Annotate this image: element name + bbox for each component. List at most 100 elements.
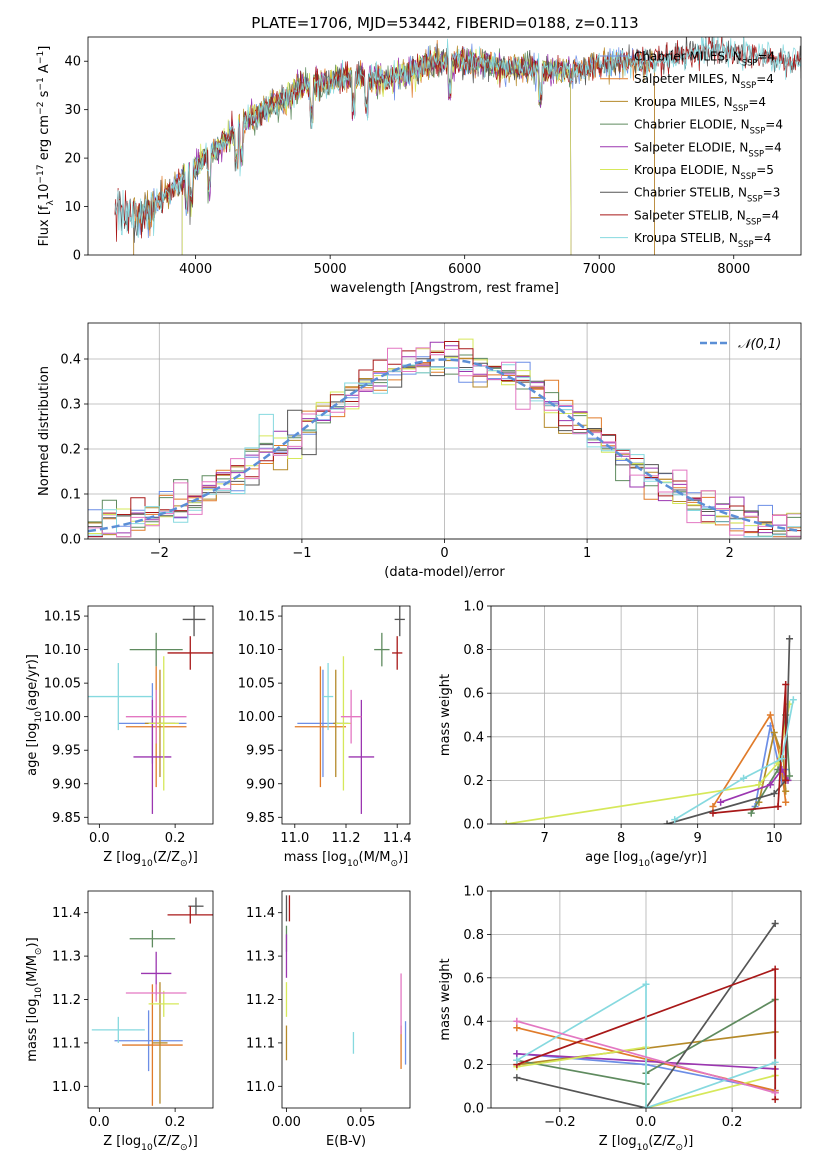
x-tick-label: 7	[540, 831, 548, 846]
weight-marker	[671, 816, 679, 824]
legend-value: =4	[748, 95, 766, 109]
data-point	[294, 666, 346, 788]
panel-residuals: −2 −1 0 1 2 0.0 0.1 0.2 0.3 0.4 (data-model)/error…	[37, 322, 802, 580]
axes-frame	[281, 605, 411, 825]
weight-marker	[771, 1089, 779, 1097]
weight-marker	[771, 920, 779, 928]
data-point	[182, 606, 206, 637]
y-axis-label: mass weight	[438, 958, 453, 1040]
weight-marker	[740, 774, 748, 782]
y-tick-label: 0.0	[463, 818, 484, 833]
label-part: (Z/Z	[648, 1134, 675, 1149]
weight-marker	[513, 1050, 521, 1058]
weight-marker	[786, 772, 794, 780]
x-tick-label: 8	[617, 831, 625, 846]
y-tick-label: 11.2	[246, 993, 275, 1008]
panel-age_vs_Z: 0.0 0.2 9.85 9.90 9.95 10.00 10.05 10.10 10.15 Z …	[25, 605, 214, 869]
x-tick-label: 7000	[583, 262, 616, 277]
x-tick-label: 0.2	[165, 831, 186, 846]
label-part: mass weight	[438, 958, 453, 1040]
label-part: )]	[683, 1134, 693, 1149]
y-axis-label: Normed distribution	[37, 366, 52, 496]
data-point	[125, 984, 187, 1002]
weight-marker	[717, 798, 725, 806]
weight-marker	[709, 803, 717, 811]
y-tick-label: 0.3	[60, 398, 81, 413]
y-axis-label: Flux [fλ10−17 erg cm−2 s−1 A−1]	[36, 46, 56, 247]
y-tick-label: 10.10	[238, 643, 275, 658]
legend-label: Salpeter MILES, NSSP=4	[634, 72, 774, 90]
data-point	[167, 636, 213, 670]
data-point	[129, 632, 183, 667]
x-tick-label: 11.0	[280, 831, 309, 846]
label-part: age [log	[585, 850, 638, 865]
label-part: (Z/Z	[153, 850, 180, 865]
x-tick-label: 0.00	[272, 1115, 301, 1130]
x-axis-label: wavelength [Angstrom, rest frame]	[330, 281, 559, 296]
y-tick-label: 0.1	[60, 488, 81, 503]
legend-sub: SSP	[741, 80, 757, 90]
label-part: mass [log	[284, 850, 347, 865]
y-tick-label: 10.05	[44, 677, 81, 692]
legend-name: Salpeter STELIB, N	[634, 208, 746, 222]
label-part: Z [log	[103, 1134, 141, 1149]
y-tick-label: 0.2	[463, 774, 484, 789]
y-tick-label: 9.90	[52, 777, 81, 792]
label-part: Z [log	[599, 1134, 637, 1149]
weight-marker	[782, 787, 790, 795]
axes-frame	[281, 890, 411, 1109]
weight-marker	[789, 696, 797, 704]
legend-sub: SSP	[747, 194, 763, 204]
y-axis-label: mass weight	[438, 674, 453, 756]
histogram-step	[88, 347, 801, 538]
data-point	[148, 656, 179, 791]
legend-value: =4	[754, 231, 772, 245]
axes-frame	[87, 605, 214, 825]
weight-marker	[502, 820, 510, 824]
label-part: 10	[37, 184, 52, 201]
legend-label: 𝒩(0,1)	[738, 337, 781, 352]
weight-marker	[642, 1104, 650, 1108]
x-tick-label: 0.0	[89, 831, 110, 846]
y-tick-label: 9.95	[52, 744, 81, 759]
label-part: (Z/Z	[153, 1134, 180, 1149]
legend-value: =4	[764, 140, 782, 154]
label-part: )]	[25, 937, 40, 947]
y-tick-label: 0.0	[60, 533, 81, 548]
axes-frame	[490, 890, 802, 1109]
y-tick-label: 0.4	[463, 1015, 484, 1030]
label-part: (data-model)/error	[384, 565, 505, 580]
legend-name: Chabrier ELODIE, N	[634, 118, 750, 132]
plot-area	[502, 635, 797, 824]
label-part: −2	[36, 102, 46, 115]
data-point	[88, 663, 153, 731]
weight-marker	[782, 680, 790, 688]
label-part: Normed distribution	[37, 366, 52, 496]
y-tick-label: 11.4	[246, 906, 275, 921]
label-part: 10	[638, 859, 650, 869]
label-part: 10	[141, 1143, 153, 1153]
label-part: λ	[46, 200, 56, 206]
panel-weight_vs_Z: −0.2 0.0 0.2 0.0 0.2 0.4 0.6 0.8 1.0 Z [log10(Z/Z…	[438, 885, 802, 1153]
y-tick-label: 10.15	[44, 610, 81, 625]
axes-frame	[87, 890, 214, 1109]
legend-sub: SSP	[738, 239, 754, 249]
legend-label: Chabrier STELIB, NSSP=3	[634, 186, 780, 204]
data-point	[394, 606, 405, 637]
y-tick-label: 11.0	[52, 1080, 81, 1095]
legend-sub: SSP	[746, 216, 762, 226]
label-part: wavelength [Angstrom, rest frame]	[330, 281, 559, 296]
plot-area	[88, 338, 801, 538]
legend-label: Chabrier ELODIE, NSSP=4	[634, 118, 783, 136]
spectrum-line	[114, 37, 801, 238]
spectrum-line	[114, 37, 801, 243]
y-tick-label: 0.8	[463, 643, 484, 658]
label-part: −17	[36, 164, 46, 183]
y-tick-label: 10.05	[238, 677, 275, 692]
x-tick-label: 0.0	[89, 1115, 110, 1130]
legend-label: Kroupa MILES, NSSP=4	[634, 95, 766, 113]
x-tick-label: 1	[583, 546, 591, 561]
panel-spectrum: 4000 5000 6000 7000 8000 0 10 20 30 40 wavelength …	[36, 36, 802, 296]
